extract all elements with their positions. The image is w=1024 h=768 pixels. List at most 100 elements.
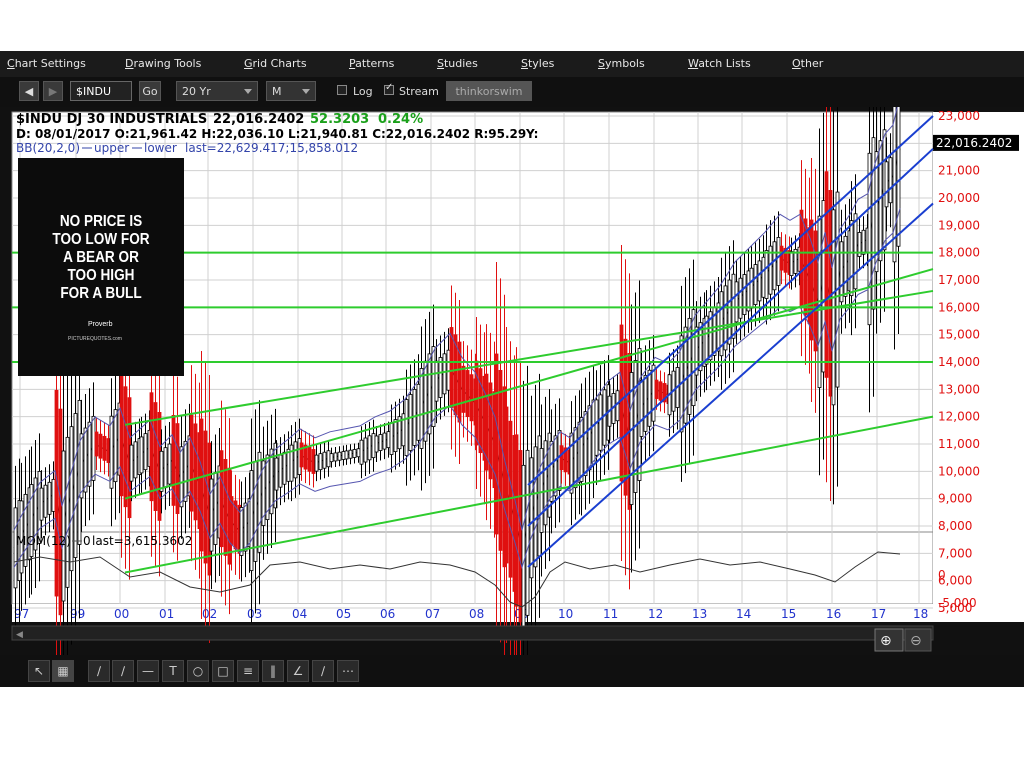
mom-zero: 0 [83, 534, 91, 548]
stream-checkbox[interactable]: ✓ [384, 82, 394, 95]
candle [378, 434, 383, 451]
chart-y-label: Y: [525, 127, 538, 141]
menu-item-watch-lists[interactable]: Watch Lists [688, 57, 751, 70]
candle [363, 437, 368, 463]
candle [461, 365, 466, 413]
menu-item-chart-settings[interactable]: Chart Settings [7, 57, 86, 70]
thinkorswim-logo[interactable]: thinkorswim [446, 81, 532, 101]
menu-item-other[interactable]: Other [792, 57, 824, 70]
menu-item-studies[interactable]: Studies [437, 57, 478, 70]
candle [878, 140, 883, 262]
horizontal-line-icon[interactable]: — [137, 660, 159, 682]
forward-arrow-icon[interactable]: ▶ [43, 81, 63, 101]
symbol-input[interactable]: $INDU [70, 81, 132, 101]
candle [683, 326, 688, 424]
candle [569, 432, 574, 494]
menu-item-drawing-tools[interactable]: Drawing Tools [125, 57, 202, 70]
back-arrow-icon[interactable]: ◀ [19, 81, 39, 101]
candle [518, 450, 523, 623]
candle [884, 161, 889, 208]
candle [269, 448, 274, 515]
candle [106, 438, 111, 463]
more-tools-icon[interactable]: ⋯ [337, 660, 359, 682]
candle [249, 470, 254, 571]
candle [286, 448, 291, 482]
ellipse-icon[interactable]: ○ [187, 660, 209, 682]
x-tick-label: 15 [781, 607, 796, 621]
candle [371, 433, 376, 459]
zoom-out-icon: ⊖ [910, 633, 922, 649]
chart-change-pct: 0.24% [378, 112, 423, 127]
candle [896, 107, 901, 247]
candle [525, 449, 530, 616]
parallel-lines-icon[interactable]: ∕ [112, 660, 134, 682]
pointer-icon[interactable]: ↖ [28, 660, 50, 682]
chart-area[interactable]: 23,00022,00021,00020,00019,00018,00017,0… [0, 107, 1024, 687]
rectangle-icon[interactable]: □ [212, 660, 234, 682]
candle [98, 433, 103, 459]
candle [386, 431, 391, 449]
y-axis-panel [933, 112, 1024, 622]
candle [209, 478, 214, 552]
candle [734, 281, 739, 323]
pitchfork-icon[interactable]: ∕ [312, 660, 334, 682]
bb-lower-label: lower [144, 141, 177, 155]
fibonacci-icon[interactable]: ≡ [237, 660, 259, 682]
x-tick-label: 97 [14, 607, 29, 621]
candle [19, 500, 24, 574]
fan-icon[interactable]: ∠ [287, 660, 309, 682]
candle [179, 446, 184, 508]
candle [91, 415, 96, 481]
go-button[interactable]: Go [139, 81, 161, 101]
chart-svg[interactable]: 23,00022,00021,00020,00019,00018,00017,0… [0, 107, 1024, 687]
candle [761, 256, 766, 298]
candle [488, 382, 493, 480]
aggregation-select[interactable]: M [266, 81, 316, 101]
candle [289, 444, 294, 482]
zoom-in-icon: ⊕ [880, 633, 892, 649]
candle [341, 451, 346, 460]
candle [494, 353, 499, 535]
trendline-icon[interactable]: ∕ [88, 660, 110, 682]
candle [73, 413, 78, 558]
gann-icon[interactable]: ‖ [262, 660, 284, 682]
candle [888, 157, 893, 204]
text-icon[interactable]: T [162, 660, 184, 682]
y-tick-label: 12,000 [938, 410, 980, 424]
crosshair-icon[interactable]: ▦ [52, 660, 74, 682]
menu-item-styles[interactable]: Styles [521, 57, 555, 70]
candle [591, 399, 596, 465]
candle [553, 435, 558, 497]
candle [647, 369, 652, 427]
candle [326, 450, 331, 468]
chart-change: 52.3203 [310, 112, 369, 127]
candle [478, 368, 483, 454]
candle [434, 360, 439, 402]
candle [849, 220, 854, 297]
horizontal-scrollbar [11, 625, 934, 641]
bb-upper-label: upper [94, 141, 129, 155]
candle [704, 315, 709, 365]
candle [799, 209, 804, 307]
log-checkbox[interactable] [337, 85, 347, 95]
candle [163, 447, 168, 489]
candle [442, 353, 447, 395]
candle [694, 326, 699, 376]
candle [374, 435, 379, 453]
candle [658, 381, 663, 401]
menu-item-grid-charts[interactable]: Grid Charts [244, 57, 307, 70]
candle [183, 440, 188, 502]
period-select[interactable]: 20 Yr [176, 81, 258, 101]
candle [861, 229, 866, 255]
candle [257, 451, 262, 553]
menu-item-symbols[interactable]: Symbols [598, 57, 645, 70]
candle [789, 251, 794, 277]
menu-item-patterns[interactable]: Patterns [349, 57, 395, 70]
candle [813, 230, 818, 352]
candle [727, 279, 732, 345]
mom-y-tick-label: 0 [938, 568, 946, 582]
x-tick-label: 06 [380, 607, 395, 621]
trend-line-green-upper [124, 289, 934, 426]
candle [61, 450, 66, 602]
candle [465, 370, 470, 418]
